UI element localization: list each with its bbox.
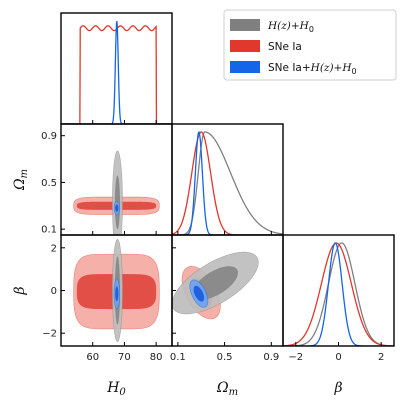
legend-math-part: H(z)+H [267,20,310,32]
x-axis-label-1: Ωm [216,380,238,398]
legend-label-comb: SNe Ia+H(z)+H0 [268,62,357,76]
x-tick-label: 60 [86,352,99,363]
legend-subscript: 0 [309,25,314,34]
x-tick-label: 0.9 [263,352,279,363]
x-tick-label: 0.5 [217,352,233,363]
x-tick-label: 2 [378,352,384,363]
x-tick-label: 80 [150,352,163,363]
legend-math-part: H(z)+H [310,62,353,74]
x-tick-label: 70 [118,352,131,363]
y-tick-label: 0.5 [41,178,57,189]
legend-text-part: SNe Ia+ [268,62,311,74]
x-tick-label: 0 [335,352,341,363]
contour-panel--vs-m [172,251,259,320]
comb-contour-68 [115,204,119,212]
y-tick-label: 0 [51,286,57,297]
x-axis-label-0: H0 [106,380,126,398]
hz-marginal-curve [283,242,394,346]
legend-label-sne: SNe Ia [268,41,302,53]
legend-box [223,9,397,81]
sne-marginal-curve [172,131,283,235]
y-tick-label: 0.1 [41,225,57,236]
y-axis-label-1-subscript: m [19,169,30,178]
x-tick-label: 0.1 [170,352,186,363]
sne-marginal-curve [283,242,394,346]
comb-contour-68 [115,286,119,302]
x-axis-label-1-subscript: m [229,387,238,398]
x-axis-label-0-symbol: H [106,380,120,396]
contour-panel--vs-0 [73,238,160,343]
legend-text-part: SNe Ia [268,41,302,53]
y-axis-label-2: β [12,286,28,295]
y-tick-label: 2 [51,243,57,254]
y-tick-label: −2 [42,329,57,340]
x-axis-label-2: β [333,380,342,396]
marginal-panel-m [172,131,283,235]
marginal-panel-0 [61,20,172,124]
contour-panel-m-vs-0 [73,150,160,235]
y-axis-label-1-symbol: Ω [12,178,28,191]
legend-swatch-comb [230,61,260,73]
panel-frame [171,123,284,236]
x-axis-label-1-symbol: Ω [216,380,229,396]
y-axis-label-2-symbol: β [12,286,28,295]
comb-marginal-curve [172,131,283,235]
comb-contour-68 [193,285,205,302]
comb-marginal-curve [61,20,172,124]
legend-subscript: 0 [352,67,357,76]
comb-marginal-curve [283,242,394,346]
hz-marginal-curve [172,131,283,235]
marginal-panel-beta [283,242,394,346]
legend-swatch-hz [230,19,260,31]
y-axis-label-1: Ωm [12,169,30,191]
x-tick-label: −2 [288,352,303,363]
y-tick-label: 0.9 [41,131,57,142]
x-axis-label-0-subscript: 0 [119,387,126,398]
legend-swatch-sne [230,40,260,52]
x-axis-label-2-symbol: β [333,380,342,396]
legend-label-hz: H(z)+H0 [267,20,314,34]
